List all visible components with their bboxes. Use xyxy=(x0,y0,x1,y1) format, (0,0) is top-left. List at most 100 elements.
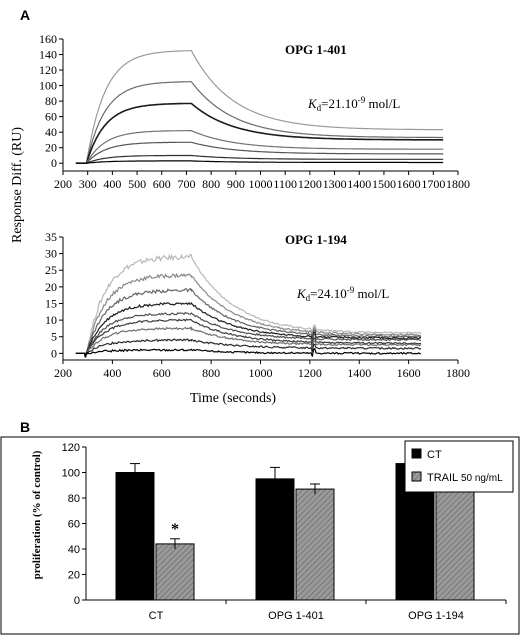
c2-x-tick-label: 1400 xyxy=(347,366,371,380)
panel-a-label: A xyxy=(20,7,30,23)
c1-x-tick-label: 1700 xyxy=(421,177,445,191)
c3-y-tick-label: 0 xyxy=(74,595,80,607)
c2-y-tick-label: 0 xyxy=(51,346,57,360)
c1-x-tick-label: 1100 xyxy=(273,177,297,191)
c3-category-label: CT xyxy=(149,610,164,622)
c2-y-tick-label: 30 xyxy=(45,247,57,261)
c1-x-tick-label: 1400 xyxy=(347,177,371,191)
c1-kd-unit: mol/L xyxy=(365,96,400,111)
c2-kd-exp: -9 xyxy=(347,285,355,295)
c1-series-line xyxy=(75,49,444,164)
c1-series-line xyxy=(75,102,444,164)
c2-series-line xyxy=(75,272,422,358)
c2-x-tick-label: 600 xyxy=(153,366,171,380)
panel-b-frame xyxy=(0,436,520,635)
c2-x-tick-label: 1800 xyxy=(446,366,470,380)
c1-x-tick-label: 200 xyxy=(54,177,72,191)
bar-ct xyxy=(115,472,155,601)
c1-x-tick-label: 1600 xyxy=(397,177,421,191)
c3-y-axis-label: proliferation (% of control) xyxy=(31,450,43,579)
c1-series-line xyxy=(75,154,444,164)
c1-kd-annotation: Kd=21.10-9 mol/L xyxy=(307,95,400,113)
bar-trail xyxy=(295,488,335,601)
c1-x-tick-label: 900 xyxy=(227,177,245,191)
c2-kd-unit: mol/L xyxy=(354,286,389,301)
c1-series-group xyxy=(75,49,444,164)
c1-x-ticks: 200 300 400 500 600 700 800 900 1000 1100 1200 1300… xyxy=(54,171,470,191)
c1-x-tick-label: 1300 xyxy=(323,177,347,191)
c2-y-tick-label: 10 xyxy=(45,313,57,327)
legend-swatch-trail xyxy=(411,471,422,482)
significance-marker: * xyxy=(171,521,179,538)
c1-x-tick-label: 800 xyxy=(202,177,220,191)
sensorgram-opg-1-194: 200 400 600 800 1000 1200 1400 1600 1800 0 5 10 15 2… xyxy=(45,230,470,406)
c2-y-tick-label: 5 xyxy=(51,330,57,344)
c1-y-tick-label: 140 xyxy=(39,48,57,62)
c3-y-tick-label: 20 xyxy=(68,570,80,582)
c3-category-labels: CT OPG 1-401 OPG 1-194 xyxy=(149,600,507,622)
c1-kd-k: K xyxy=(307,96,318,111)
c1-y-tick-label: 80 xyxy=(45,94,57,108)
c1-y-tick-label: 100 xyxy=(39,79,57,93)
c2-y-tick-label: 15 xyxy=(45,296,57,310)
proliferation-bar-chart: 0 20 40 60 80 100 120 CT OPG 1-401 OPG 1-194 pro… xyxy=(0,436,520,635)
c2-series-line xyxy=(75,287,422,358)
legend-label-trail: TRAIL 50 ng/mL xyxy=(427,472,503,484)
c1-series-line xyxy=(75,160,444,164)
c2-series-line xyxy=(75,311,422,358)
c1-series-line xyxy=(75,130,444,164)
legend-label-ct: CT xyxy=(427,449,442,461)
c1-x-tick-label: 500 xyxy=(128,177,146,191)
c2-x-ticks: 200 400 600 800 1000 1200 1400 1600 1800 xyxy=(54,360,470,380)
c1-x-tick-label: 700 xyxy=(177,177,195,191)
c1-x-tick-label: 300 xyxy=(79,177,97,191)
c2-title: OPG 1-194 xyxy=(285,232,347,247)
c2-y-tick-label: 25 xyxy=(45,263,57,277)
c1-x-tick-label: 1200 xyxy=(298,177,322,191)
c2-series-line xyxy=(75,318,422,358)
c1-x-tick-label: 600 xyxy=(153,177,171,191)
c1-x-tick-label: 1000 xyxy=(249,177,273,191)
c3-y-tick-label: 100 xyxy=(62,468,80,480)
c2-x-tick-label: 200 xyxy=(54,366,72,380)
c1-y-tick-label: 40 xyxy=(45,125,57,139)
c1-y-tick-label: 0 xyxy=(51,156,57,170)
x-axis-label: Time (seconds) xyxy=(190,391,277,406)
c2-x-tick-label: 1200 xyxy=(298,366,322,380)
c2-series-line xyxy=(75,253,422,358)
c3-y-tick-label: 120 xyxy=(62,442,80,454)
c3-y-ticks: 0 20 40 60 80 100 120 xyxy=(62,442,86,607)
c2-x-tick-label: 400 xyxy=(103,366,121,380)
c3-bars-group xyxy=(115,459,475,601)
c1-kd-value: =21.10 xyxy=(321,96,358,111)
c1-series-line xyxy=(75,81,444,164)
legend-label-trail-name: TRAIL xyxy=(427,472,458,484)
c2-series-line xyxy=(75,325,422,358)
c2-series-group xyxy=(75,253,422,358)
bar-trail xyxy=(155,543,195,601)
y-axis-label: Response Diff. (RU) xyxy=(10,127,25,243)
c3-y-tick-label: 60 xyxy=(68,519,80,531)
c1-title: OPG 1-401 xyxy=(285,42,347,57)
c1-series-line xyxy=(75,141,444,164)
c1-kd-sub: d xyxy=(317,103,322,113)
c1-x-tick-label: 1500 xyxy=(372,177,396,191)
c1-kd-exp: -9 xyxy=(358,95,366,105)
panel-b-label: B xyxy=(20,419,30,435)
legend: CT TRAIL 50 ng/mL xyxy=(404,440,514,493)
c2-series-line xyxy=(75,347,422,358)
c2-y-ticks: 0 5 10 15 20 25 30 35 xyxy=(45,230,63,360)
c1-y-tick-label: 60 xyxy=(45,110,57,124)
c3-y-tick-label: 40 xyxy=(68,544,80,556)
legend-swatch-ct xyxy=(411,448,422,459)
c2-y-tick-label: 20 xyxy=(45,280,57,294)
bar-trail xyxy=(435,478,475,601)
c1-x-tick-label: 400 xyxy=(103,177,121,191)
legend-label-trail-dose: 50 ng/mL xyxy=(458,473,503,484)
c3-category-label: OPG 1-194 xyxy=(408,610,464,622)
sensorgram-opg-1-401: 200 300 400 500 600 700 800 900 1000 1100 1200 1300… xyxy=(39,32,470,191)
c2-kd-annotation: Kd=24.10-9 mol/L xyxy=(296,285,389,303)
c1-x-tick-label: 1800 xyxy=(446,177,470,191)
